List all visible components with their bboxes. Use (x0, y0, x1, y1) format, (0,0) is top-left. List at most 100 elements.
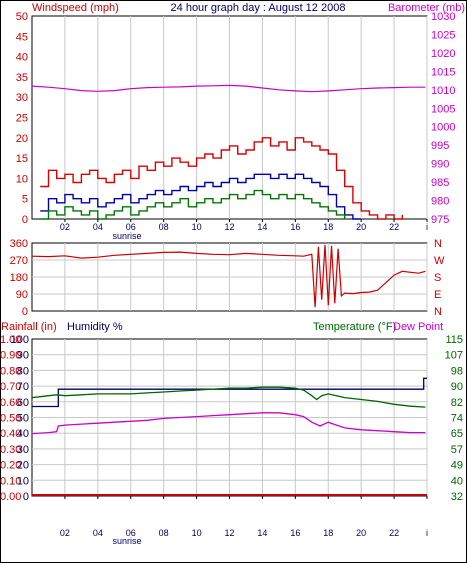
climate-x-tick-label: 18 (323, 528, 333, 538)
rainfall-tick-label: 0.30 (0, 444, 21, 456)
direction-compass-label: N (434, 306, 442, 318)
windspeed-tick-label: 25 (16, 113, 28, 125)
temperature-axis-title: Temperature (°F) (313, 321, 396, 333)
temperature-tick-label: 74 (451, 413, 463, 425)
direction-compass-label: S (434, 272, 441, 284)
humidity-axis-title: Humidity % (67, 321, 123, 333)
wind-x-tick-label: 14 (257, 222, 267, 232)
direction-degree-axis: 0 90 180 270 360 (10, 238, 28, 318)
wind-x-tick-label: 22 (389, 222, 399, 232)
wind-x-tick-label: 10 (192, 222, 202, 232)
humidity-tick-label: 80 (17, 365, 29, 377)
wind-x-tick-label: 20 (356, 222, 366, 232)
humidity-axis: 0 10 20 30 40 50 60 70 80 90 100 (11, 334, 29, 503)
windspeed-tick-label: 40 (16, 52, 28, 64)
temperature-tick-label: 107 (445, 350, 463, 362)
temperature-tick-label: 40 (451, 475, 463, 487)
barometer-tick-label: 990 (431, 159, 449, 171)
direction-panel-series (31, 244, 426, 308)
humidity-tick-label: 20 (17, 460, 29, 472)
barometer-tick-label: 1005 (431, 103, 455, 115)
direction-degree-label: 180 (10, 272, 28, 284)
direction-compass-label: N (434, 238, 442, 250)
direction-degree-label: 360 (10, 238, 28, 250)
rainfall-axis-title: Rainfall (in) (1, 321, 57, 333)
direction-degree-label: 270 (10, 255, 28, 267)
temperature-tick-label: 82 (451, 397, 463, 409)
rainfall-tick-label: 0.20 (0, 460, 21, 472)
barometer-header: Barometer (mb) (388, 2, 465, 14)
wind-panel-x-axis: 02 04 06 08 10 12 14 16 18 20 22 i (60, 219, 428, 232)
series-humidity (32, 377, 427, 408)
series-dew-point (31, 412, 426, 435)
barometer-tick-label: 985 (431, 177, 449, 189)
climate-x-tick-label: 08 (159, 528, 169, 538)
windspeed-header: Windspeed (mph) (32, 2, 119, 14)
wind-x-tick-label: 08 (159, 222, 169, 232)
direction-degree-label: 90 (16, 289, 28, 301)
temperature-axis: 32 40 49 57 65 74 82 90 98 107 115 (445, 334, 463, 503)
temperature-tick-label: 90 (451, 381, 463, 393)
temperature-tick-label: 57 (451, 444, 463, 456)
temperature-tick-label: 49 (451, 460, 463, 472)
rainfall-tick-label: 0.80 (0, 365, 21, 377)
humidity-tick-label: 50 (17, 413, 29, 425)
windspeed-tick-label: 20 (16, 133, 28, 145)
wind-x-tick-label: 16 (290, 222, 300, 232)
climate-x-tick-label: 16 (290, 528, 300, 538)
page-title: 24 hour graph day : August 12 2008 (171, 2, 346, 14)
humidity-tick-label: 70 (17, 381, 29, 393)
series-windspeed (40, 137, 403, 220)
sunrise-annotation-bottom: sunrise (112, 536, 141, 546)
barometer-tick-label: 1015 (431, 66, 455, 78)
barometer-tick-label: 1030 (431, 11, 455, 23)
rainfall-tick-label: 1.00 (0, 334, 21, 346)
temperature-tick-label: 65 (451, 428, 463, 440)
barometer-tick-label: 1025 (431, 29, 455, 41)
humidity-tick-label: 90 (17, 350, 29, 362)
temperature-tick-label: 115 (445, 334, 463, 346)
rainfall-axis: 0.00 0.10 0.20 0.30 0.40 0.50 0.60 0.70 0.80 0.90… (0, 334, 21, 503)
series-avg-wind (40, 173, 362, 220)
wind-x-tick-label: 06 (126, 222, 136, 232)
windspeed-tick-label: 50 (16, 11, 28, 23)
wind-x-tick-label: 12 (224, 222, 234, 232)
series-wind-direction (31, 244, 426, 308)
rainfall-tick-label: 0.10 (0, 475, 21, 487)
humidity-tick-label: 0 (23, 491, 29, 503)
humidity-tick-label: 40 (17, 428, 29, 440)
climate-panel-x-axis: 02 04 06 08 10 12 14 16 18 20 22 i (60, 496, 428, 538)
direction-compass-label: W (434, 255, 445, 267)
windspeed-tick-label: 45 (16, 31, 28, 43)
humidity-tick-label: 30 (17, 444, 29, 456)
windspeed-axis: 0 5 10 15 20 25 30 35 40 45 50 (16, 11, 28, 226)
windspeed-tick-label: 30 (16, 92, 28, 104)
climate-panel: 0.00 0.10 0.20 0.30 0.40 0.50 0.60 0.70 0.80 0.90… (0, 334, 463, 546)
wind-x-tick-label: i (426, 222, 428, 232)
direction-compass-label: E (434, 289, 441, 301)
sunrise-annotation: sunrise (112, 231, 141, 241)
rainfall-tick-label: 0.40 (0, 428, 21, 440)
windspeed-tick-label: 5 (22, 194, 28, 206)
windspeed-tick-label: 0 (22, 214, 28, 226)
humidity-tick-label: 60 (17, 397, 29, 409)
wind-x-tick-label: 04 (93, 222, 103, 232)
wind-x-tick-label: 02 (60, 222, 70, 232)
barometer-tick-label: 975 (431, 214, 449, 226)
barometer-tick-label: 1000 (431, 122, 455, 134)
barometer-axis: 975 980 985 990 995 1000 1005 1010 1015 1020 1025 1… (431, 11, 455, 226)
windspeed-tick-label: 10 (16, 173, 28, 185)
humidity-tick-label: 10 (17, 475, 29, 487)
climate-panel-series (31, 377, 427, 496)
barometer-tick-label: 980 (431, 196, 449, 208)
direction-degree-label: 0 (22, 306, 28, 318)
climate-panel-grid (32, 339, 428, 496)
climate-x-tick-label: 22 (389, 528, 399, 538)
rainfall-tick-label: 0.00 (0, 491, 21, 503)
windspeed-tick-label: 15 (16, 153, 28, 165)
rainfall-tick-label: 0.90 (0, 350, 21, 362)
humidity-tick-label: 100 (11, 334, 29, 346)
rainfall-tick-label: 0.60 (0, 397, 21, 409)
